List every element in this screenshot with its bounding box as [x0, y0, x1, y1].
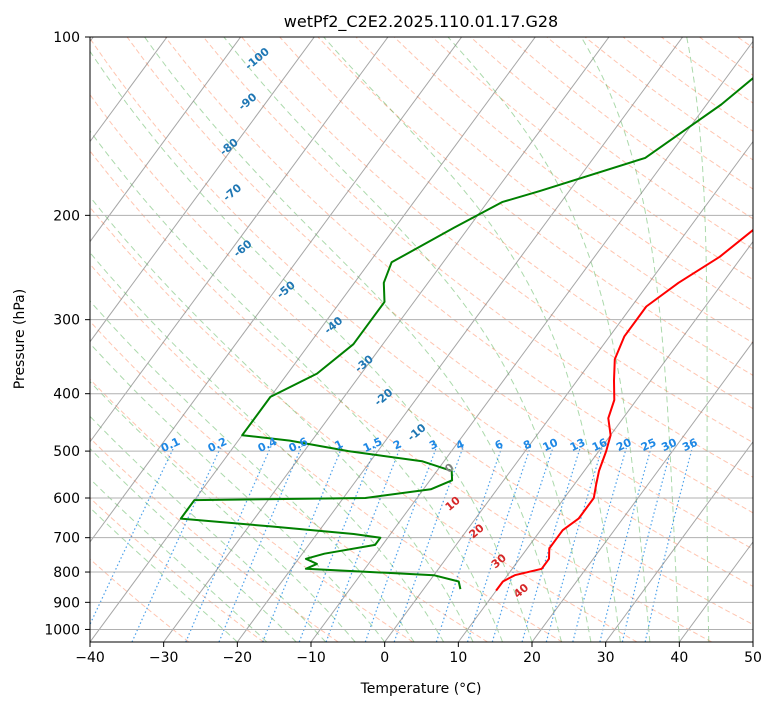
isotherm-line: [90, 37, 463, 543]
isotherm-line: [90, 37, 315, 343]
mixing-ratio-label: 13: [568, 436, 587, 454]
dry-adiabat: [90, 263, 563, 642]
moist-adiabat: [323, 37, 621, 642]
y-axis-title: Pressure (hPa): [12, 289, 28, 389]
mixing-ratio-label: 30: [659, 436, 679, 454]
y-tick-label: 500: [53, 444, 80, 460]
moist-adiabat: [90, 380, 356, 642]
isotherm-line: [457, 240, 753, 642]
dry-adiabat: [90, 37, 753, 587]
x-tick-label: −10: [296, 650, 326, 666]
mixing-ratio-lines: [90, 445, 694, 642]
isotherm-line: [90, 37, 536, 642]
dry-adiabat: [279, 37, 753, 410]
mixing-ratio-label: 10: [541, 436, 561, 454]
y-tick-label: 700: [53, 531, 80, 547]
dry-adiabat: [164, 37, 753, 514]
isotherm-line: [236, 37, 684, 642]
y-tick-label: 1000: [44, 622, 80, 638]
x-tick-label: −30: [149, 650, 179, 666]
dewpoint-profile: [179, 76, 753, 590]
mixing-ratio-label: 25: [639, 436, 658, 454]
mixing-ratio-line: [644, 445, 694, 642]
moist-adiabat: [686, 37, 710, 642]
x-axis-title: Temperature (°C): [360, 681, 482, 697]
moist-adiabat: [90, 447, 297, 642]
temperature-profile: [495, 228, 753, 592]
mixing-ratio-line: [572, 445, 628, 642]
dry-adiabat: [393, 37, 753, 312]
moist-adiabat: [580, 37, 680, 642]
x-tick-label: 0: [380, 650, 389, 666]
dry-adiabat: [317, 37, 753, 376]
dry-adiabat: [90, 150, 712, 642]
moist-adiabat: [90, 50, 533, 642]
x-tick-label: −20: [223, 650, 253, 666]
x-tick-label: 40: [670, 650, 688, 666]
x-tick-label: 10: [449, 650, 467, 666]
mixing-ratio-line: [435, 445, 503, 642]
moist-adiabat: [90, 196, 474, 642]
isotherm-line: [384, 140, 753, 642]
y-tick-label: 800: [53, 565, 80, 581]
x-axis: −40 −30 −20 −10 0 10 20 30 40 50: [75, 642, 762, 666]
isotherm-line: [90, 37, 242, 243]
plot-area: -100-90-80-70-60-50-40-30-20-10010203040…: [90, 37, 753, 642]
moist-adiabat: [90, 506, 238, 642]
isotherms: [90, 37, 753, 642]
moist-adiabat: [223, 37, 592, 642]
moist-adiabat: [447, 37, 651, 642]
moist-adiabats: [90, 37, 710, 642]
isotherm-line: [605, 440, 753, 642]
mixing-ratio-line: [599, 445, 653, 642]
isotherm-line: [90, 37, 389, 443]
mixing-ratio-line: [545, 445, 604, 642]
mixing-ratio-line: [185, 445, 272, 642]
x-tick-label: 20: [523, 650, 541, 666]
mixing-ratio-line: [521, 445, 582, 642]
mixing-ratio-line: [325, 445, 402, 642]
x-tick-label: 50: [744, 650, 762, 666]
dry-adiabat: [90, 93, 753, 626]
y-tick-label: 200: [53, 208, 80, 224]
mixing-ratio-line: [621, 445, 673, 642]
y-tick-label: 600: [53, 491, 80, 507]
mixing-ratio-line: [90, 445, 176, 626]
moist-adiabat: [90, 300, 415, 642]
y-tick-label: 300: [53, 313, 80, 329]
mixing-ratio-label: 16: [590, 436, 610, 454]
dry-adiabat: [126, 37, 753, 550]
isotherm-line: [163, 37, 610, 642]
plot-frame: [89, 36, 754, 643]
mixing-ratio-line: [218, 445, 303, 642]
chart-title: wetPf2_C2E2.2025.110.01.17.G28: [284, 12, 558, 32]
isotherm-line: [531, 340, 753, 642]
moist-adiabat: [90, 478, 268, 642]
series-layer: [179, 76, 753, 592]
mixing-ratio-line: [491, 445, 555, 642]
mixing-ratio-label: 20: [614, 436, 634, 454]
y-tick-label: 900: [53, 595, 80, 611]
mixing-ratio-line: [466, 445, 532, 642]
y-axis: 100 200 300 400 500 600 700 800 900 1000: [44, 30, 90, 638]
y-tick-label: 100: [53, 30, 80, 46]
x-tick-label: 30: [597, 650, 615, 666]
isobars: [90, 37, 753, 630]
y-tick-label: 400: [53, 387, 80, 403]
moist-adiabat: [90, 342, 386, 642]
dry-adiabat: [90, 558, 190, 642]
x-tick-label: −40: [75, 650, 105, 666]
isotherm-line: [90, 37, 168, 143]
mixing-ratio-label: 36: [680, 436, 700, 454]
moist-adiabat: [90, 251, 445, 642]
dry-adiabat: [90, 206, 638, 642]
